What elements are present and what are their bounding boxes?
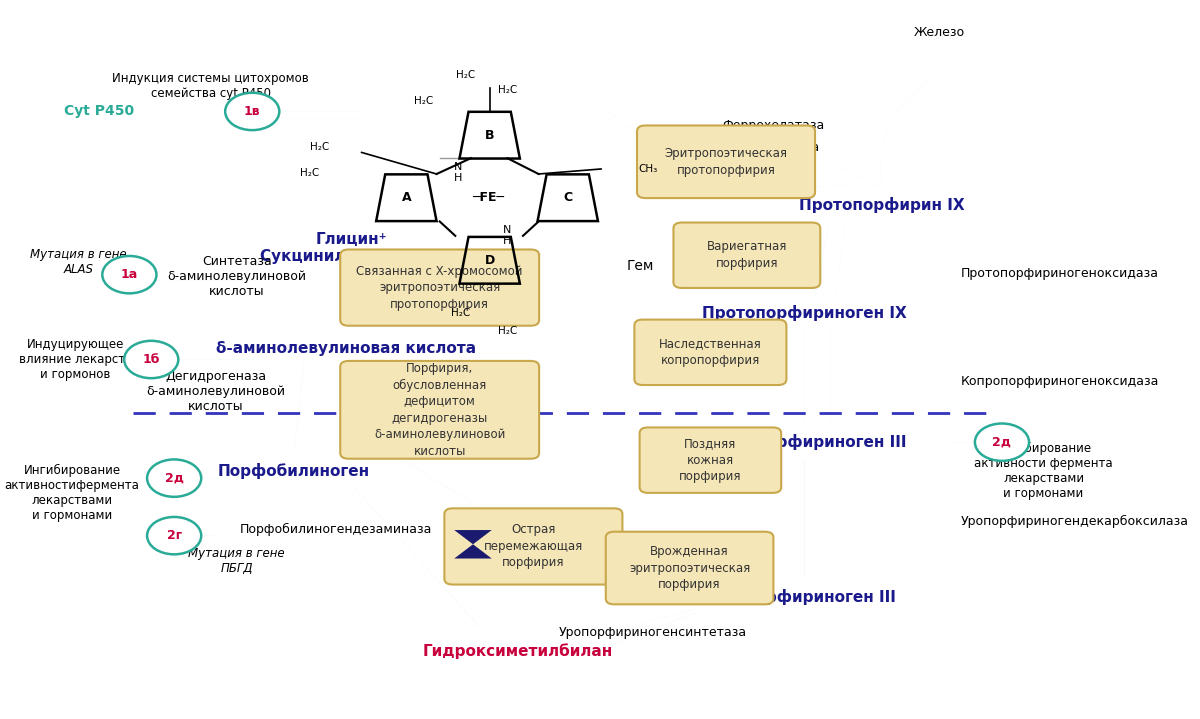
Circle shape [974, 423, 1030, 461]
Text: 1а: 1а [121, 268, 138, 281]
FancyArrowPatch shape [599, 612, 697, 650]
FancyBboxPatch shape [637, 126, 815, 198]
Text: Уропорфириноген III: Уропорфириноген III [712, 589, 896, 605]
FancyArrowPatch shape [881, 77, 937, 184]
Text: 1в: 1в [244, 105, 260, 118]
Text: H₂C: H₂C [498, 326, 517, 336]
Text: 2г: 2г [167, 529, 181, 542]
FancyBboxPatch shape [341, 361, 539, 459]
FancyBboxPatch shape [635, 319, 786, 385]
Text: H: H [503, 236, 511, 246]
FancyArrowPatch shape [353, 486, 480, 627]
Text: Эритропоэтическая
протопорфирия: Эритропоэтическая протопорфирия [665, 147, 787, 177]
Text: A: A [402, 191, 412, 204]
Text: Врожденная
эритропоэтическая
порфирия: Врожденная эритропоэтическая порфирия [629, 545, 750, 591]
Polygon shape [455, 544, 492, 559]
FancyBboxPatch shape [673, 223, 821, 288]
Text: Синтетаза
δ-аминолевулиновой
кислоты: Синтетаза δ-аминолевулиновой кислоты [167, 255, 306, 298]
Text: C: C [563, 191, 572, 204]
Text: 2д: 2д [164, 472, 184, 485]
Text: Ингибирование
активности фермента
лекарствами
и гормонами: Ингибирование активности фермента лекарс… [974, 442, 1112, 500]
Text: H₂C: H₂C [414, 96, 433, 106]
FancyBboxPatch shape [606, 532, 774, 604]
Text: Вариегатная
порфирия: Вариегатная порфирия [707, 240, 787, 270]
Circle shape [148, 459, 202, 497]
FancyArrowPatch shape [815, 222, 829, 296]
Text: ─FE─: ─FE─ [473, 191, 505, 204]
Text: Дегидрогеназа
δ-аминолевулиновой
кислоты: Дегидрогеназа δ-аминолевулиновой кислоты [146, 370, 286, 413]
Text: Феррохелатаза: Феррохелатаза [718, 141, 820, 154]
Text: Глицин⁺
Сукцинил Коэнзим А: Глицин⁺ Сукцинил Коэнзим А [260, 232, 442, 265]
Text: Гем: Гем [628, 259, 654, 273]
Text: Железо: Железо [914, 26, 965, 39]
FancyArrowPatch shape [294, 362, 304, 452]
Text: N: N [503, 225, 511, 235]
Text: H₂C: H₂C [300, 168, 319, 178]
Circle shape [226, 93, 280, 130]
Text: Протопорфириногеноксидаза: Протопорфириногеноксидаза [960, 267, 1158, 280]
Text: Протопорфирин IX: Протопорфирин IX [799, 197, 965, 213]
Text: δ-аминолевулиновая кислота: δ-аминолевулиновая кислота [216, 342, 476, 356]
Text: Наследственная
копропорфирия: Наследственная копропорфирия [659, 337, 762, 367]
Text: Индуцирующее
влияние лекарств
и гормонов: Индуцирующее влияние лекарств и гормонов [19, 338, 132, 381]
Text: Ингибирование
активностифермента
лекарствами
и гормонами: Ингибирование активностифермента лекарст… [5, 464, 139, 521]
Text: Порфирия,
обусловленная
дефицитом
дегидрогеназы
δ-аминолевулиновой
кислоты: Порфирия, обусловленная дефицитом дегидр… [374, 362, 505, 457]
Text: H₂C: H₂C [311, 142, 330, 152]
Text: Поздняя
кожная
порфирия: Поздняя кожная порфирия [679, 437, 742, 483]
FancyBboxPatch shape [341, 249, 539, 326]
Text: Острая
перемежающая
порфирия: Острая перемежающая порфирия [484, 523, 583, 569]
Text: CH₃: CH₃ [638, 164, 658, 174]
Circle shape [102, 256, 156, 293]
Text: Уропорфириногенсинтетаза: Уропорфириногенсинтетаза [559, 626, 746, 639]
FancyBboxPatch shape [444, 508, 623, 585]
Text: 2д: 2д [992, 436, 1012, 449]
Text: Уропорфириногендекарбоксилаза: Уропорфириногендекарбоксилаза [960, 515, 1188, 528]
FancyArrowPatch shape [401, 458, 505, 523]
Text: N: N [455, 162, 463, 172]
Text: Копропорфириногеноксидаза: Копропорфириногеноксидаза [960, 375, 1159, 388]
Text: H₂C: H₂C [456, 70, 475, 81]
Text: Гидроксиметилбилан: Гидроксиметилбилан [422, 643, 613, 659]
Text: Cyt P450: Cyt P450 [64, 104, 134, 119]
Text: Копропорфириноген III: Копропорфириноген III [701, 434, 907, 450]
Text: Мутация в гене
ALAS: Мутация в гене ALAS [30, 249, 127, 276]
FancyArrowPatch shape [770, 131, 880, 188]
Text: Мутация в гене
ПБГД: Мутация в гене ПБГД [188, 547, 284, 574]
Text: Протопорфириноген IX: Протопорфириноген IX [702, 305, 906, 321]
FancyArrowPatch shape [835, 222, 846, 294]
Text: D: D [485, 254, 494, 267]
FancyBboxPatch shape [640, 427, 781, 493]
Text: H₂C: H₂C [498, 85, 517, 95]
Polygon shape [455, 530, 492, 544]
Text: Связанная с X-хромосомой
эритропоэтическая
протопорфирия: Связанная с X-хромосомой эритропоэтическ… [356, 265, 523, 311]
Text: Индукция системы цитохромов
семейства cyt P450: Индукция системы цитохромов семейства cy… [113, 73, 308, 100]
Circle shape [124, 341, 179, 378]
Text: B: B [485, 129, 494, 142]
Text: H₂C: H₂C [451, 308, 470, 318]
Text: Феррохелатаза: Феррохелатаза [722, 119, 824, 132]
Text: Порфобилиноген: Порфобилиноген [218, 463, 370, 479]
FancyArrowPatch shape [583, 608, 697, 639]
Circle shape [148, 517, 202, 554]
Text: H: H [455, 173, 463, 183]
FancyArrowPatch shape [604, 106, 848, 188]
Text: 1б: 1б [143, 353, 160, 366]
Text: Порфобилиногендезаминаза: Порфобилиногендезаминаза [239, 523, 432, 536]
